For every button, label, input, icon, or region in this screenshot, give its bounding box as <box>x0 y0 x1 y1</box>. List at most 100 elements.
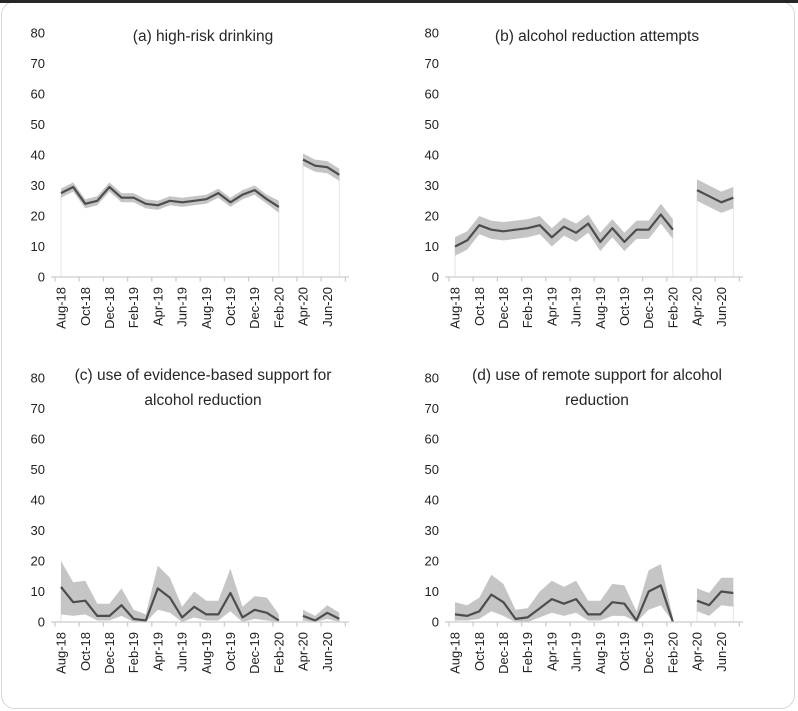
x-axis-tick-label: Feb-20 <box>665 287 680 328</box>
x-axis-tick-label: Dec-19 <box>641 287 656 329</box>
chart-title: (a) high-risk drinking <box>133 28 273 45</box>
x-axis-tick-label: Aug-19 <box>592 632 607 674</box>
y-axis-tick-label: 30 <box>31 178 45 193</box>
trend-line <box>60 585 280 622</box>
x-axis-tick-label: Apr-20 <box>296 287 311 326</box>
x-axis-tick-label: Jun-19 <box>175 287 190 327</box>
x-axis-tick-label: Dec-18 <box>102 287 117 329</box>
x-axis-tick-label: Feb-19 <box>126 287 141 328</box>
chart-panel-a: (a) high-risk drinking 0 10 20 30 40 50 60 70 80 A… <box>5 7 398 355</box>
x-axis-tick-label: Dec-19 <box>641 632 656 674</box>
y-axis-tick-label: 20 <box>31 553 45 568</box>
chart-title: alcohol reduction <box>144 392 261 409</box>
y-axis-tick-label: 50 <box>424 117 438 132</box>
x-axis-tick-label: Dec-19 <box>247 632 262 674</box>
chart-a-high-risk-drinking: (a) high-risk drinking 0 10 20 30 40 50 60 70 80 A… <box>31 26 349 329</box>
x-axis-tick-label: Aug-18 <box>447 287 462 329</box>
confidence-band <box>696 179 733 213</box>
chart-panel-c: (c) use of evidence-based support for alc… <box>5 358 398 706</box>
y-axis-tick-label: 0 <box>431 614 438 629</box>
x-axis-tick-label: Apr-19 <box>150 287 165 326</box>
chart-panel-b: (b) alcohol reduction attempts 0 10 20 30 40 5… <box>399 7 792 355</box>
confidence-band <box>61 182 279 213</box>
x-axis-tick-label: Jun-20 <box>713 287 728 327</box>
y-axis-tick-label: 60 <box>424 87 438 102</box>
x-axis-tick-label: Apr-20 <box>689 632 704 671</box>
x-axis-tick-label: Feb-20 <box>665 632 680 673</box>
x-axis-tick-label: Jun-19 <box>175 632 190 672</box>
chart-title: (b) alcohol reduction attempts <box>494 28 698 45</box>
x-axis-tick-label: Apr-19 <box>150 632 165 671</box>
x-axis-tick-label: Jun-19 <box>568 287 583 327</box>
y-axis-tick-label: 0 <box>38 270 45 285</box>
x-axis-tick-label: Feb-19 <box>520 632 535 673</box>
y-axis-tick-label: 80 <box>31 26 45 41</box>
trend-line <box>696 589 733 606</box>
y-axis-tick-label: 10 <box>31 239 45 254</box>
y-axis-tick-label: 80 <box>31 370 45 385</box>
x-axis-tick-label: Aug-19 <box>199 632 214 674</box>
y-axis-tick-label: 70 <box>424 56 438 71</box>
x-axis-tick-label: Jun-20 <box>320 287 335 327</box>
y-axis-tick-label: 60 <box>31 87 45 102</box>
x-axis-tick-label: Feb-19 <box>520 287 535 328</box>
x-axis-tick-label: Oct-19 <box>223 632 238 671</box>
x-axis-tick-label: Apr-19 <box>544 632 559 671</box>
y-axis-tick-label: 10 <box>424 239 438 254</box>
confidence-band <box>303 604 340 622</box>
x-axis-tick-label: Oct-18 <box>78 632 93 671</box>
x-axis-tick-label: Apr-19 <box>544 287 559 326</box>
y-axis-tick-label: 70 <box>424 401 438 416</box>
y-axis-tick-label: 0 <box>431 270 438 285</box>
x-axis-tick-label: Aug-18 <box>54 287 69 329</box>
y-axis-tick-label: 20 <box>31 209 45 224</box>
x-axis-tick-label: Oct-19 <box>223 287 238 326</box>
y-axis-tick-label: 40 <box>424 148 438 163</box>
y-axis-tick-label: 50 <box>31 462 45 477</box>
y-axis-tick-label: 30 <box>424 523 438 538</box>
chart-c-evidence-based-support: (c) use of evidence-based support for alc… <box>31 367 349 674</box>
chart-title: (d) use of remote support for alcohol <box>472 367 722 384</box>
y-axis-tick-label: 0 <box>38 614 45 629</box>
x-axis-tick-label: Dec-18 <box>495 287 510 329</box>
y-axis-tick-label: 30 <box>31 523 45 538</box>
x-axis-tick-label: Dec-18 <box>102 632 117 674</box>
chart-b-alcohol-reduction-attempts: (b) alcohol reduction attempts 0 10 20 30 40 5… <box>424 26 743 329</box>
y-axis-tick-label: 60 <box>31 431 45 446</box>
y-axis-tick-label: 70 <box>31 401 45 416</box>
x-axis-tick-label: Dec-18 <box>495 632 510 674</box>
x-axis-tick-label: Oct-18 <box>471 632 486 671</box>
trend-line <box>454 213 674 248</box>
trend-line <box>60 185 280 208</box>
trend-line <box>302 611 340 622</box>
y-axis-tick-label: 80 <box>424 26 438 41</box>
x-axis-tick-label: Jun-20 <box>713 632 728 672</box>
y-axis-tick-label: 10 <box>31 584 45 599</box>
y-axis-tick-label: 80 <box>424 370 438 385</box>
y-axis-tick-label: 20 <box>424 209 438 224</box>
x-axis-tick-label: Apr-20 <box>689 287 704 326</box>
y-axis-tick-label: 40 <box>31 148 45 163</box>
y-axis-tick-label: 40 <box>31 492 45 507</box>
y-axis-tick-label: 10 <box>424 584 438 599</box>
x-axis-tick-label: Oct-18 <box>471 287 486 326</box>
y-axis-tick-label: 40 <box>424 492 438 507</box>
trend-line <box>696 189 734 204</box>
trend-line <box>302 158 340 176</box>
trend-line <box>454 583 674 622</box>
x-axis-tick-label: Jun-19 <box>568 632 583 672</box>
y-axis-tick-label: 50 <box>424 462 438 477</box>
y-axis-tick-label: 70 <box>31 56 45 71</box>
confidence-band <box>61 560 279 622</box>
chart-d-remote-support: (d) use of remote support for alcohol red… <box>424 367 743 674</box>
x-axis-tick-label: Aug-18 <box>447 632 462 674</box>
chart-title: (c) use of evidence-based support for <box>75 367 332 384</box>
x-axis-tick-label: Jun-20 <box>320 632 335 672</box>
y-axis-tick-label: 20 <box>424 553 438 568</box>
chart-title: reduction <box>565 392 629 409</box>
x-axis-tick-label: Aug-19 <box>199 287 214 329</box>
x-axis-tick-label: Feb-20 <box>271 287 286 328</box>
x-axis-tick-label: Oct-19 <box>616 287 631 326</box>
